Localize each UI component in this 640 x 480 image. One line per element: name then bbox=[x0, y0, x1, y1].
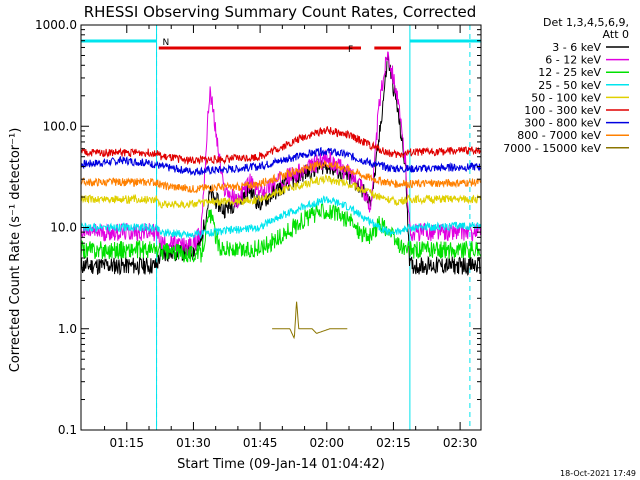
x-tick-label-2: 01:45 bbox=[243, 436, 278, 450]
legend-label-5: 100 - 300 keV bbox=[524, 104, 601, 117]
chart-title: RHESSI Observing Summary Count Rates, Co… bbox=[84, 3, 477, 21]
y-tick-label-0: 1000.0 bbox=[35, 18, 77, 32]
legend-label-4: 50 - 100 keV bbox=[531, 91, 601, 104]
series-line-6 bbox=[80, 146, 481, 176]
legend-label-3: 25 - 50 keV bbox=[538, 79, 601, 92]
y-tick-label-1: 100.0 bbox=[43, 119, 77, 133]
detector-info-line-0: Det 1,3,4,5,6,9, bbox=[543, 16, 629, 29]
x-tick-label-0: 01:15 bbox=[109, 436, 144, 450]
legend-label-0: 3 - 6 keV bbox=[552, 41, 601, 54]
flag-label-F: F bbox=[348, 45, 353, 55]
series-line-3 bbox=[80, 195, 481, 240]
x-axis-label: Start Time (09-Jan-14 01:04:42) bbox=[177, 457, 385, 472]
series-line-7 bbox=[80, 160, 481, 194]
detector-info-line-1: Att 0 bbox=[603, 28, 629, 41]
legend-label-2: 12 - 25 keV bbox=[538, 66, 601, 79]
y-tick-label-4: 0.1 bbox=[58, 423, 77, 437]
flag-label-N: N bbox=[163, 38, 170, 48]
series-line-2 bbox=[80, 202, 481, 263]
y-axis: 1000.0 100.0 10.0 1.0 0.1 bbox=[35, 18, 481, 437]
x-tick-label-5: 02:30 bbox=[443, 436, 478, 450]
legend-label-1: 6 - 12 keV bbox=[545, 54, 601, 67]
series-line-4 bbox=[80, 173, 481, 210]
x-tick-label-4: 02:15 bbox=[376, 436, 411, 450]
detector-info: Det 1,3,4,5,6,9,Att 0 bbox=[543, 16, 629, 41]
series-line-1 bbox=[80, 51, 481, 255]
x-tick-label-3: 02:00 bbox=[309, 436, 344, 450]
y-tick-label-2: 10.0 bbox=[50, 221, 77, 235]
x-axis: 01:15 01:30 01:45 02:00 02:15 02:30 bbox=[104, 25, 478, 450]
legend-label-7: 800 - 7000 keV bbox=[517, 129, 601, 142]
y-axis-label: Corrected Count Rate (s⁻¹ detector⁻¹) bbox=[8, 128, 23, 373]
series-line-8 bbox=[272, 301, 348, 340]
plot-area: NF bbox=[80, 24, 482, 431]
y-tick-label-3: 1.0 bbox=[58, 322, 77, 336]
series-line-5 bbox=[80, 125, 481, 166]
legend-label-8: 7000 - 15000 keV bbox=[503, 142, 601, 155]
timestamp: 18-Oct-2021 17:49 bbox=[560, 469, 636, 478]
legend-label-6: 300 - 800 keV bbox=[524, 117, 601, 130]
x-tick-label-1: 01:30 bbox=[176, 436, 211, 450]
